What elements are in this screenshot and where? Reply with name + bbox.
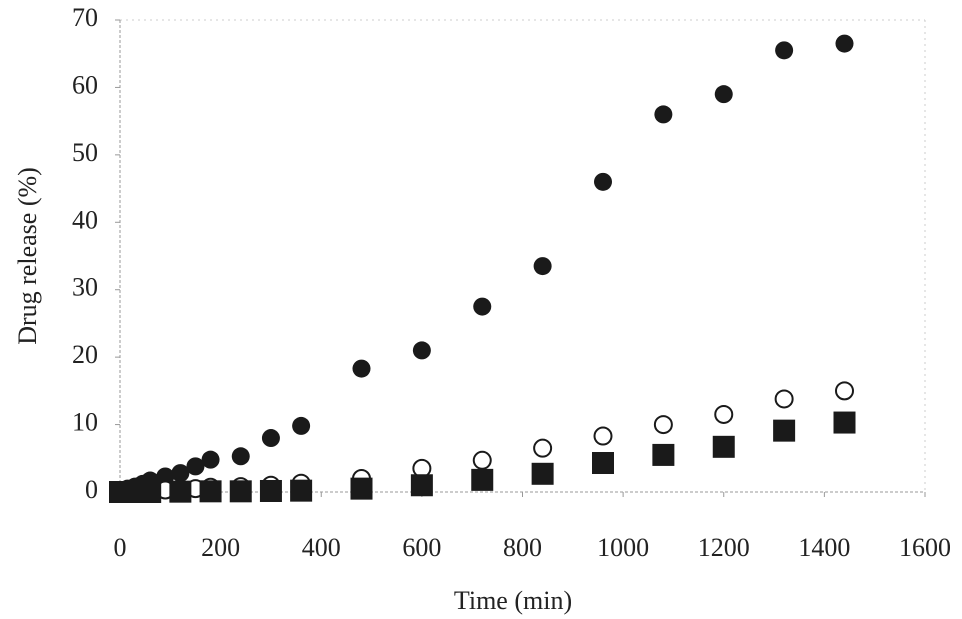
x-tick-label: 1600 bbox=[899, 533, 951, 562]
point bbox=[652, 443, 675, 466]
x-axis-label: Time (min) bbox=[454, 586, 572, 615]
point bbox=[352, 359, 371, 378]
y-tick-label: 30 bbox=[72, 273, 98, 302]
point bbox=[835, 381, 854, 401]
point bbox=[229, 480, 252, 503]
y-tick-label: 0 bbox=[85, 475, 98, 504]
x-tick-label: 1200 bbox=[698, 533, 750, 562]
point bbox=[139, 481, 162, 503]
point bbox=[533, 438, 553, 458]
point bbox=[654, 105, 673, 124]
point bbox=[775, 41, 794, 60]
point bbox=[593, 426, 613, 446]
point bbox=[350, 477, 373, 500]
point bbox=[186, 457, 205, 476]
y-axis-label: Drug release (%) bbox=[13, 167, 42, 345]
point bbox=[835, 34, 854, 53]
point bbox=[199, 480, 222, 503]
point bbox=[471, 468, 494, 491]
point bbox=[833, 411, 856, 434]
point bbox=[259, 479, 282, 502]
point bbox=[473, 297, 492, 316]
point bbox=[653, 415, 673, 435]
y-tick-label: 50 bbox=[72, 138, 98, 167]
point bbox=[412, 341, 431, 360]
point bbox=[201, 450, 220, 469]
y-tick-label: 70 bbox=[72, 3, 98, 32]
point bbox=[533, 257, 552, 276]
y-tick-label: 40 bbox=[72, 205, 98, 234]
point bbox=[594, 172, 612, 191]
point bbox=[774, 389, 794, 409]
point bbox=[773, 419, 796, 442]
point bbox=[169, 480, 192, 503]
y-tick-label: 60 bbox=[72, 70, 98, 99]
point bbox=[290, 479, 313, 502]
point bbox=[592, 452, 614, 475]
y-tick-label: 20 bbox=[72, 340, 98, 369]
point bbox=[714, 85, 733, 104]
x-tick-label: 200 bbox=[201, 533, 240, 562]
x-tick-label: 600 bbox=[402, 533, 441, 562]
point bbox=[472, 450, 492, 470]
point bbox=[292, 416, 311, 435]
x-tick-label: 0 bbox=[114, 533, 127, 562]
x-tick-label: 400 bbox=[302, 533, 341, 562]
point bbox=[531, 462, 554, 485]
point bbox=[712, 435, 735, 458]
x-tick-label: 800 bbox=[503, 533, 542, 562]
point bbox=[714, 404, 734, 424]
point bbox=[261, 429, 280, 448]
y-tick-label: 10 bbox=[72, 408, 98, 437]
point bbox=[231, 447, 250, 466]
x-tick-label: 1400 bbox=[798, 533, 850, 562]
x-tick-label: 1000 bbox=[597, 533, 649, 562]
point bbox=[171, 464, 190, 483]
point bbox=[410, 474, 433, 497]
